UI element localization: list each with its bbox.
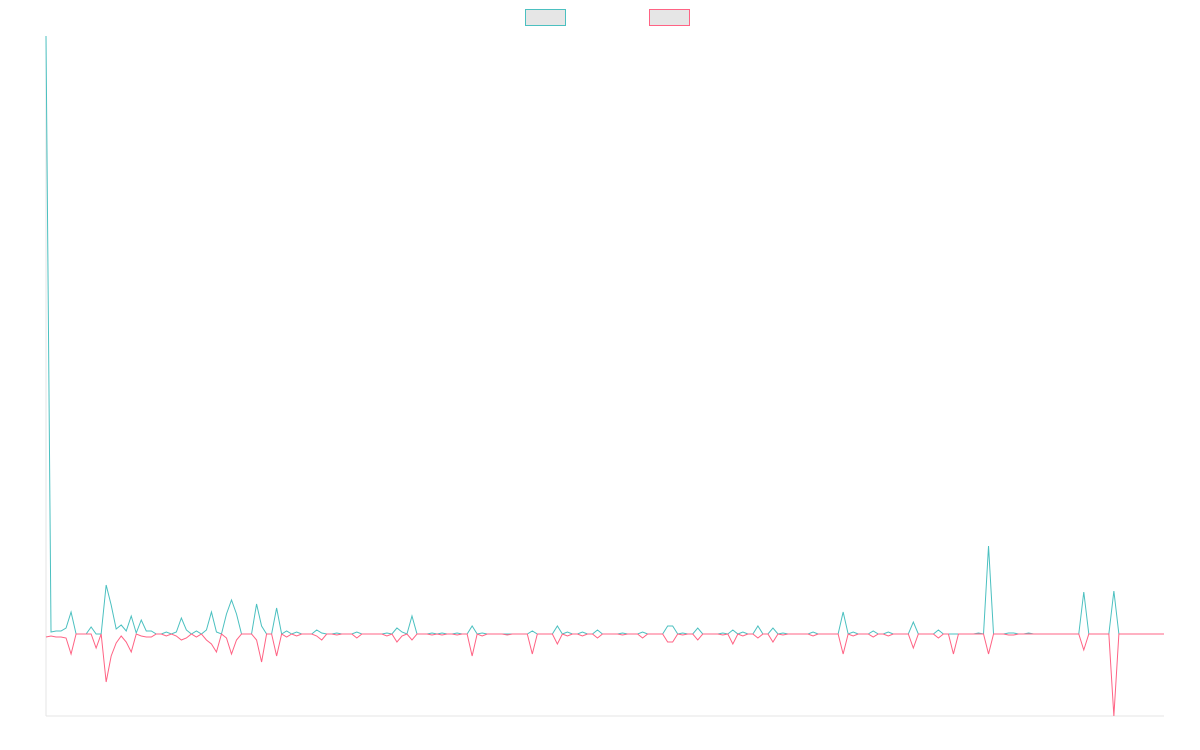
legend-swatch	[649, 9, 690, 26]
data-line	[45, 633, 1164, 717]
data-line	[45, 35, 1164, 635]
legend-swatch	[525, 9, 566, 26]
